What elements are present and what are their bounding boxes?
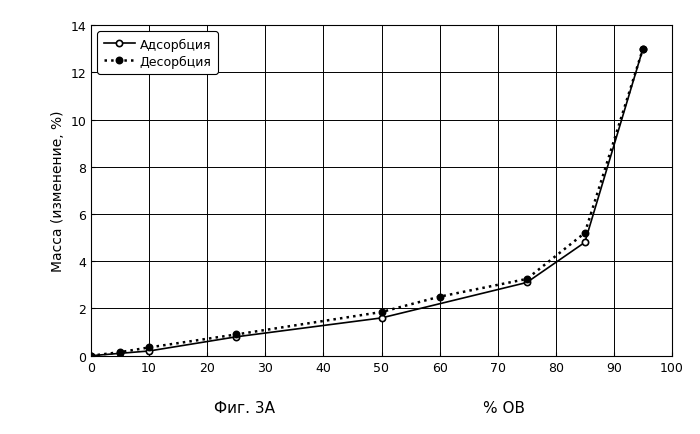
Адсорбция <box>116 351 125 356</box>
Адсорбция <box>87 353 95 358</box>
Line: Адсорбция: Адсорбция <box>88 46 646 359</box>
Text: Фиг. 3А: Фиг. 3А <box>214 401 276 415</box>
Десорбция <box>639 47 648 52</box>
Адсорбция <box>377 316 386 321</box>
Десорбция <box>581 231 589 236</box>
Десорбция <box>145 345 153 350</box>
Десорбция <box>116 350 125 355</box>
Line: Десорбция: Десорбция <box>88 46 646 359</box>
Адсорбция <box>581 240 589 245</box>
Text: % ОВ: % ОВ <box>483 401 525 415</box>
Адсорбция <box>522 280 531 286</box>
Десорбция <box>377 310 386 315</box>
Десорбция <box>522 277 531 282</box>
Десорбция <box>87 353 95 358</box>
Legend: Адсорбция, Десорбция: Адсорбция, Десорбция <box>97 32 218 75</box>
Адсорбция <box>639 47 648 52</box>
Десорбция <box>232 332 241 337</box>
Адсорбция <box>145 349 153 354</box>
Десорбция <box>435 294 444 299</box>
Y-axis label: Масса (изменение, %): Масса (изменение, %) <box>50 110 64 272</box>
Адсорбция <box>232 335 241 340</box>
